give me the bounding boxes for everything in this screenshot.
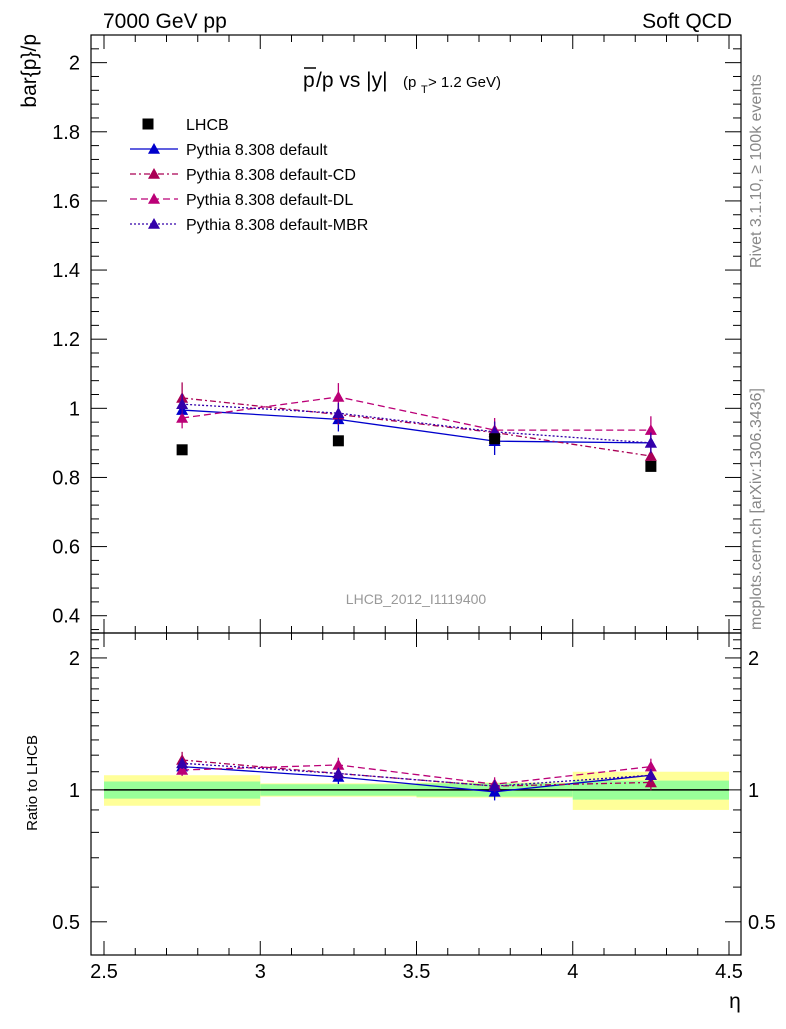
y-tick-label-6: 1.6 — [52, 191, 80, 213]
series-point-3-1 — [332, 407, 345, 418]
x-tick-label-3: 4 — [567, 961, 578, 983]
ratio-point-1-3 — [644, 776, 657, 788]
ratio-point-2-3 — [644, 760, 657, 772]
legend-label-3: Pythia 8.308 default-MBR — [186, 217, 368, 234]
y-tick-label-7: 1.8 — [52, 122, 80, 144]
legend-label-1: Pythia 8.308 default-CD — [186, 167, 356, 184]
series-line-3 — [182, 403, 651, 444]
y-tick-label-0: 0.4 — [52, 606, 80, 628]
ratio-point-3-1 — [332, 767, 345, 779]
y-tick-label-1: 0.6 — [52, 537, 80, 559]
title-cut-close: > 1.2 GeV) — [428, 74, 501, 91]
data-point-3 — [645, 460, 657, 472]
ratio-tick-label-2: 2 — [69, 648, 80, 670]
series-point-3-0 — [176, 398, 189, 409]
series-line-1 — [182, 397, 651, 457]
legend-marker-data — [142, 118, 154, 130]
mcplots-label: mcplots.cern.ch [arXiv:1306.3436] — [748, 388, 765, 630]
header-left: 7000 GeV pp — [103, 10, 227, 33]
ratio-point-3-0 — [176, 757, 189, 769]
legend-marker-0 — [148, 143, 160, 154]
ratio-tick-label-1: 1 — [69, 780, 80, 802]
ratio-tick-label-right-2: 2 — [748, 648, 759, 670]
ratio-line-0 — [182, 765, 651, 793]
series-line-0 — [182, 409, 651, 444]
x-tick-label-4: 4.5 — [715, 961, 743, 983]
ratio-y-axis-label: Ratio to LHCB — [24, 735, 41, 831]
ratio-point-3-3 — [644, 769, 657, 781]
x-tick-label-1: 3 — [255, 961, 266, 983]
y-axis-label: bar{p}/p — [18, 34, 41, 108]
analysis-watermark: LHCB_2012_I1119400 — [346, 591, 487, 607]
series-point-2-1 — [332, 390, 345, 402]
y-tick-label-3: 1 — [69, 398, 80, 420]
series-line-2 — [182, 396, 651, 431]
chart-title: p /p vs |y| (p T > 1.2 GeV) — [303, 67, 501, 96]
x-tick-label-2: 3.5 — [403, 961, 431, 983]
x-tick-label-0: 2.5 — [90, 961, 118, 983]
series-point-3-3 — [644, 436, 657, 448]
series-point-2-3 — [644, 424, 657, 435]
series-point-1-3 — [644, 450, 657, 461]
ratio-point-2-1 — [332, 758, 345, 770]
title-cut-sub: T — [421, 84, 428, 96]
y-tick-label-4: 1.2 — [52, 329, 80, 351]
title-cut-open: (p — [403, 74, 416, 91]
ratio-tick-label-right-1: 1 — [748, 780, 759, 802]
ratio-tick-label-0: 0.5 — [52, 912, 80, 934]
title-rest: /p vs |y| — [316, 69, 388, 92]
legend-label-data: LHCB — [186, 117, 229, 134]
ratio-point-2-0 — [176, 764, 189, 775]
header-right: Soft QCD — [642, 10, 732, 33]
legend-label-0: Pythia 8.308 default — [186, 142, 328, 159]
legend-label-2: Pythia 8.308 default-DL — [186, 192, 353, 209]
x-axis-label: η — [729, 990, 741, 1013]
data-point-1 — [332, 435, 344, 447]
data-point-0 — [176, 444, 188, 456]
ratio-point-3-2 — [488, 780, 501, 791]
data-point-2 — [489, 433, 501, 445]
legend-marker-2 — [148, 193, 160, 204]
ratio-tick-label-right-0: 0.5 — [748, 912, 776, 934]
legend-marker-3 — [148, 218, 160, 229]
legend-marker-1 — [148, 168, 160, 179]
y-tick-label-8: 2 — [69, 53, 80, 75]
y-tick-label-5: 1.4 — [52, 260, 80, 282]
y-tick-label-2: 0.8 — [52, 467, 80, 489]
series-point-2-0 — [176, 411, 189, 423]
rivet-label: Rivet 3.1.10, ≥ 100k events — [748, 74, 765, 268]
title-bar-p: p — [303, 69, 315, 92]
ratio-line-2 — [182, 764, 651, 785]
